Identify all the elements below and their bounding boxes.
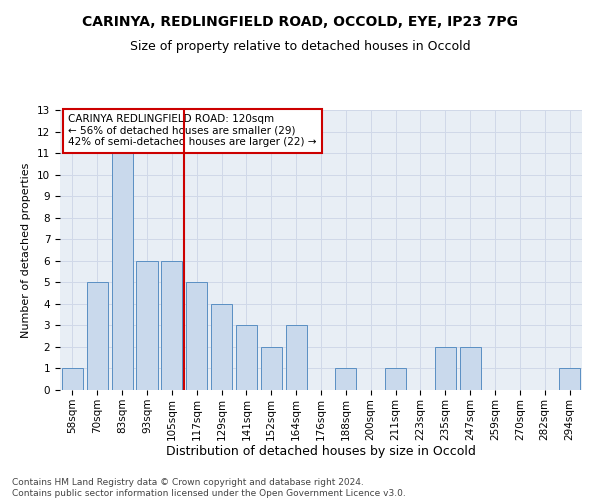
Bar (62, 368, 83, 390)
Text: Size of property relative to detached houses in Occold: Size of property relative to detached ho… (130, 40, 470, 53)
Bar (136, 261, 158, 390)
Bar (460, 347, 481, 390)
Bar (559, 368, 580, 390)
Bar (286, 326, 307, 390)
Bar (385, 368, 406, 390)
Bar (112, 153, 133, 390)
X-axis label: Distribution of detached houses by size in Occold: Distribution of detached houses by size … (166, 446, 476, 458)
Y-axis label: Number of detached properties: Number of detached properties (22, 162, 31, 338)
Text: CARINYA REDLINGFIELD ROAD: 120sqm
← 56% of detached houses are smaller (29)
42% : CARINYA REDLINGFIELD ROAD: 120sqm ← 56% … (68, 114, 316, 148)
Bar (161, 261, 182, 390)
Bar (435, 347, 456, 390)
Bar (211, 304, 232, 390)
Bar (87, 282, 108, 390)
Bar (335, 368, 356, 390)
Bar (261, 347, 282, 390)
Text: Contains HM Land Registry data © Crown copyright and database right 2024.
Contai: Contains HM Land Registry data © Crown c… (12, 478, 406, 498)
Text: CARINYA, REDLINGFIELD ROAD, OCCOLD, EYE, IP23 7PG: CARINYA, REDLINGFIELD ROAD, OCCOLD, EYE,… (82, 15, 518, 29)
Bar (236, 326, 257, 390)
Bar (186, 282, 207, 390)
